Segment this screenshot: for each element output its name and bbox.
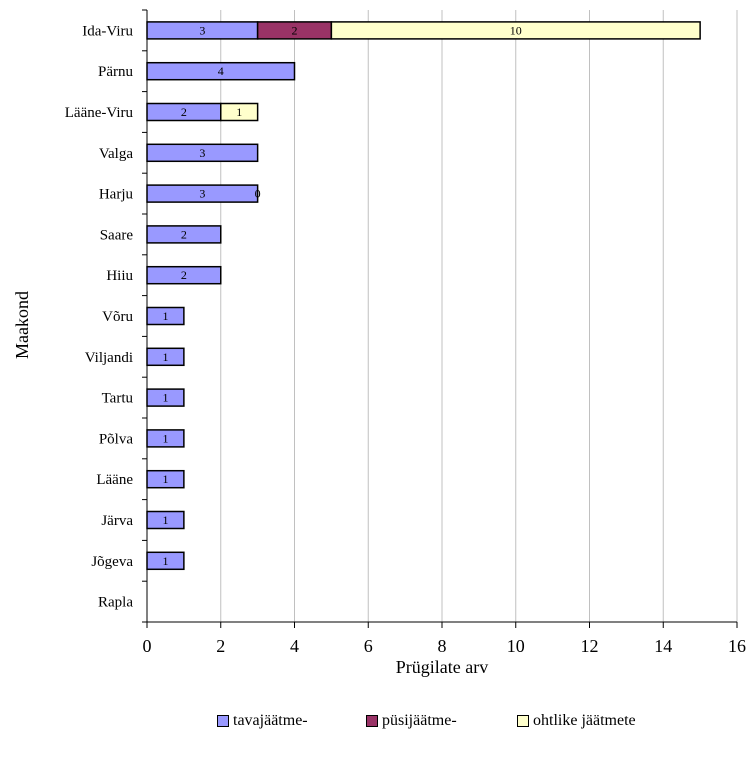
data-label: 3 bbox=[199, 146, 205, 160]
category-label: Tartu bbox=[102, 391, 134, 407]
data-label: 0 bbox=[255, 187, 261, 201]
x-tick-label: 8 bbox=[438, 636, 447, 656]
data-label: 2 bbox=[181, 105, 187, 119]
legend-label: püsijäätme- bbox=[382, 712, 457, 730]
category-label: Põlva bbox=[99, 431, 134, 447]
data-label: 1 bbox=[162, 309, 168, 323]
legend-item: tavajäätme- bbox=[217, 706, 308, 736]
bars: 3 2 10 4 2 1 3 3 0 2 2 1 1 1 1 1 1 1 bbox=[147, 22, 700, 569]
category-label: Harju bbox=[99, 187, 134, 203]
x-tick-label: 2 bbox=[216, 636, 225, 656]
y-axis-title: Maakond bbox=[12, 291, 32, 359]
data-label: 3 bbox=[199, 187, 205, 201]
legend-label: ohtlike jäätmete bbox=[533, 712, 636, 730]
category-label: Võru bbox=[102, 309, 133, 325]
category-label: Hiiu bbox=[106, 268, 133, 284]
data-label: 2 bbox=[181, 268, 187, 282]
data-label: 1 bbox=[162, 350, 168, 364]
legend-swatch bbox=[517, 715, 529, 727]
x-tick-label: 16 bbox=[728, 636, 746, 656]
data-label: 1 bbox=[162, 554, 168, 568]
data-label: 1 bbox=[236, 105, 242, 119]
category-labels: Ida-Viru Pärnu Lääne-Viru Valga Harju Saare Hi… bbox=[65, 23, 134, 610]
category-label: Lääne bbox=[96, 472, 133, 488]
x-tick-label: 12 bbox=[581, 636, 599, 656]
x-tick-label: 0 bbox=[143, 636, 152, 656]
category-label: Rapla bbox=[98, 595, 133, 611]
data-label: 2 bbox=[181, 227, 187, 241]
category-label: Pärnu bbox=[98, 64, 133, 80]
legend-swatch bbox=[366, 715, 378, 727]
legend-item: ohtlike jäätmete bbox=[517, 706, 636, 736]
category-label: Lääne-Viru bbox=[65, 105, 134, 121]
data-label: 4 bbox=[218, 64, 224, 78]
axes bbox=[142, 10, 737, 622]
data-label: 1 bbox=[162, 472, 168, 486]
data-label: 1 bbox=[162, 391, 168, 405]
legend-item: püsijäätme- bbox=[366, 706, 457, 736]
data-label: 10 bbox=[510, 23, 522, 37]
gridlines bbox=[147, 10, 737, 628]
x-tick-label: 6 bbox=[364, 636, 373, 656]
legend-swatch bbox=[217, 715, 229, 727]
category-label: Järva bbox=[101, 513, 133, 529]
category-label: Jõgeva bbox=[91, 554, 133, 570]
x-axis-title: Prügilate arv bbox=[396, 657, 488, 677]
x-tick-label: 4 bbox=[290, 636, 299, 656]
category-label: Ida-Viru bbox=[82, 23, 133, 39]
legend: tavajäätme-püsijäätme-ohtlike jäätmete bbox=[0, 706, 750, 736]
x-tick-label: 10 bbox=[507, 636, 525, 656]
category-label: Viljandi bbox=[85, 350, 133, 366]
data-label: 1 bbox=[162, 431, 168, 445]
category-label: Saare bbox=[100, 227, 134, 243]
data-label: 3 bbox=[199, 23, 205, 37]
data-label: 1 bbox=[162, 513, 168, 527]
legend-label: tavajäätme- bbox=[233, 712, 308, 730]
category-label: Valga bbox=[99, 146, 133, 162]
x-tick-labels: 0 2 4 6 8 10 12 14 16 bbox=[143, 636, 747, 656]
x-tick-label: 14 bbox=[654, 636, 672, 656]
data-label: 2 bbox=[292, 23, 298, 37]
stacked-bar-chart: 3 2 10 4 2 1 3 3 0 2 2 1 1 1 1 1 1 1 Ida-Viru Pärnu Lääne-V… bbox=[0, 0, 750, 700]
